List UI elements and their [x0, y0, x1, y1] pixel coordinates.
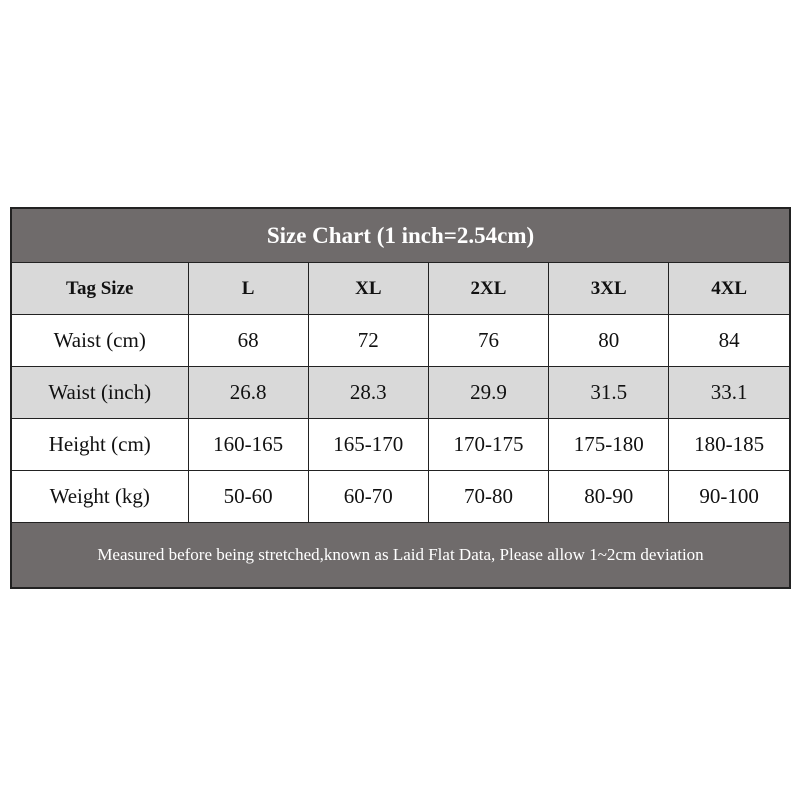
table-cell: 29.9: [427, 366, 550, 419]
header-cell: XL: [307, 262, 429, 315]
row-label: Waist (cm): [10, 314, 189, 367]
table-row: Waist (inch) 26.8 28.3 29.9 31.5 33.1: [10, 366, 791, 419]
table-cell: 33.1: [668, 366, 791, 419]
table-cell: 76: [427, 314, 550, 367]
row-label: Height (cm): [10, 418, 189, 471]
table-cell: 80-90: [548, 470, 670, 523]
footer-note: Measured before being stretched,known as…: [10, 522, 791, 589]
table-cell: 28.3: [307, 366, 429, 419]
table-cell: 26.8: [187, 366, 309, 419]
table-cell: 160-165: [187, 418, 309, 471]
table-cell: 90-100: [668, 470, 791, 523]
header-cell: 2XL: [427, 262, 550, 315]
title-row: Size Chart (1 inch=2.54cm): [10, 207, 791, 263]
header-cell: L: [187, 262, 309, 315]
table-cell: 180-185: [668, 418, 791, 471]
header-cell: Tag Size: [10, 262, 189, 315]
table-cell: 72: [307, 314, 429, 367]
row-label: Weight (kg): [10, 470, 189, 523]
table-row: Height (cm) 160-165 165-170 170-175 175-…: [10, 418, 791, 471]
table-cell: 68: [187, 314, 309, 367]
table-cell: 170-175: [427, 418, 550, 471]
table-title: Size Chart (1 inch=2.54cm): [10, 207, 791, 263]
table-cell: 50-60: [187, 470, 309, 523]
row-label: Waist (inch): [10, 366, 189, 419]
table-cell: 84: [668, 314, 791, 367]
header-cell: 3XL: [548, 262, 670, 315]
table-row: Waist (cm) 68 72 76 80 84: [10, 314, 791, 367]
size-chart-table: Size Chart (1 inch=2.54cm) Tag Size L XL…: [10, 207, 791, 589]
table-cell: 31.5: [548, 366, 670, 419]
header-cell: 4XL: [668, 262, 791, 315]
footer-row: Measured before being stretched,known as…: [10, 522, 791, 589]
table-cell: 165-170: [307, 418, 429, 471]
table-cell: 80: [548, 314, 670, 367]
table-row: Weight (kg) 50-60 60-70 70-80 80-90 90-1…: [10, 470, 791, 523]
table-cell: 70-80: [427, 470, 550, 523]
table-cell: 175-180: [548, 418, 670, 471]
header-row: Tag Size L XL 2XL 3XL 4XL: [10, 262, 791, 315]
table-cell: 60-70: [307, 470, 429, 523]
